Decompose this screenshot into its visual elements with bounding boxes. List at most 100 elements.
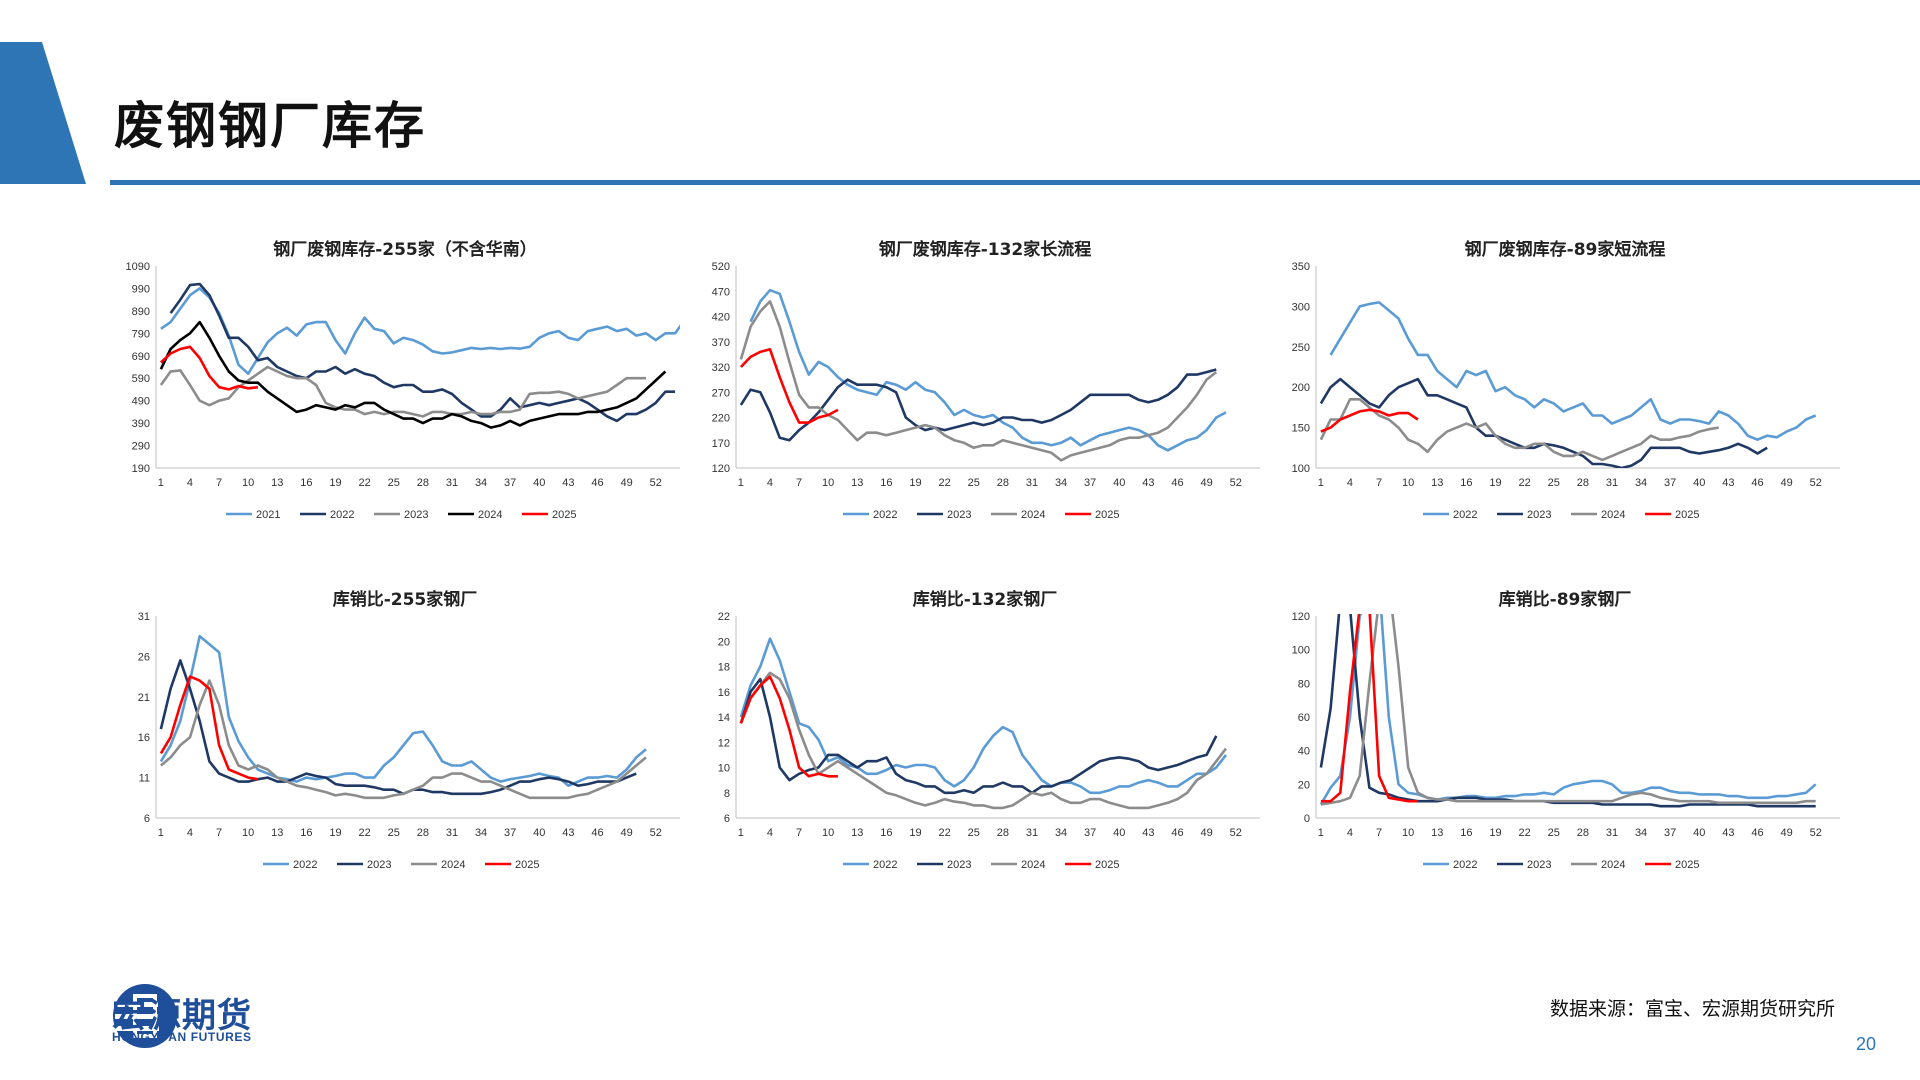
x-tick-label: 49 (621, 827, 633, 839)
x-tick-label: 25 (1548, 477, 1560, 489)
y-tick-label: 990 (132, 283, 150, 295)
x-tick-label: 16 (880, 477, 892, 489)
x-tick-label: 7 (216, 827, 222, 839)
y-tick-label: 10 (718, 763, 730, 775)
x-tick-label: 4 (187, 477, 193, 489)
legend-label: 2022 (873, 509, 897, 521)
x-tick-label: 22 (359, 477, 371, 489)
series-line-2024 (1319, 398, 1719, 462)
legend-label: 2025 (552, 509, 576, 521)
legend-label: 2022 (1453, 509, 1477, 521)
series-line-2025 (739, 348, 839, 424)
x-tick-label: 28 (1577, 477, 1589, 489)
y-tick-label: 20 (1298, 779, 1310, 791)
series-line-2025 (160, 345, 259, 391)
y-tick-label: 520 (712, 261, 730, 273)
legend-label: 2024 (1601, 509, 1625, 521)
y-tick-label: 0 (1304, 813, 1310, 825)
x-tick-label: 7 (1376, 827, 1382, 839)
legend-label: 2022 (1453, 859, 1477, 871)
y-tick-label: 590 (132, 373, 150, 385)
x-tick-label: 43 (1722, 477, 1734, 489)
x-tick-label: 49 (1201, 477, 1213, 489)
x-tick-label: 1 (1318, 827, 1324, 839)
chart-title: 钢厂废钢库存-132家长流程 (879, 239, 1092, 260)
y-tick-label: 220 (712, 413, 730, 425)
y-tick-label: 14 (718, 712, 730, 724)
series-line-2024 (1320, 614, 1816, 806)
series-line-2023 (1319, 614, 1816, 808)
x-tick-label: 52 (650, 477, 662, 489)
y-tick-label: 26 (138, 651, 150, 663)
series-line-2022 (749, 288, 1227, 452)
y-tick-label: 890 (132, 306, 150, 318)
x-tick-label: 19 (329, 827, 341, 839)
series-line-2022 (1319, 614, 1817, 806)
y-tick-label: 6 (724, 813, 730, 825)
x-tick-label: 13 (1431, 477, 1443, 489)
y-tick-label: 490 (132, 396, 150, 408)
x-tick-label: 49 (1781, 477, 1793, 489)
y-tick-label: 790 (132, 328, 150, 340)
x-tick-label: 49 (1781, 827, 1793, 839)
company-logo-text: 宏源期货 (112, 996, 252, 1036)
series-line-2022 (1329, 301, 1817, 441)
x-tick-label: 46 (1751, 827, 1763, 839)
series-line-2022 (159, 634, 647, 787)
x-tick-label: 16 (300, 477, 312, 489)
x-tick-label: 34 (1055, 827, 1067, 839)
y-tick-label: 690 (132, 351, 150, 363)
y-tick-label: 320 (712, 362, 730, 374)
x-tick-label: 13 (851, 827, 863, 839)
x-tick-label: 10 (1402, 477, 1414, 489)
y-tick-label: 100 (1292, 463, 1310, 475)
x-tick-label: 10 (242, 827, 254, 839)
x-tick-label: 4 (187, 827, 193, 839)
x-tick-label: 7 (1376, 477, 1382, 489)
x-tick-label: 31 (1026, 827, 1038, 839)
company-logo-english: HONGYUAN FUTURES (112, 1030, 252, 1044)
x-tick-label: 25 (968, 827, 980, 839)
x-tick-label: 28 (417, 477, 429, 489)
legend-label: 2024 (1601, 859, 1625, 871)
chart-title: 钢厂废钢库存-255家（不含华南） (273, 239, 537, 260)
x-tick-label: 4 (1347, 827, 1353, 839)
x-tick-label: 16 (880, 827, 892, 839)
x-tick-label: 1 (1318, 477, 1324, 489)
y-tick-label: 170 (712, 438, 730, 450)
legend-label: 2023 (947, 859, 971, 871)
series-line-2024 (160, 679, 647, 800)
page-number: 20 (1855, 1034, 1876, 1054)
y-tick-label: 390 (132, 418, 150, 430)
x-tick-label: 19 (909, 827, 921, 839)
legend-label: 2025 (515, 859, 539, 871)
x-tick-label: 1 (158, 827, 164, 839)
x-tick-label: 31 (446, 827, 458, 839)
x-tick-label: 46 (1171, 477, 1183, 489)
x-tick-label: 22 (1519, 827, 1531, 839)
x-tick-label: 40 (533, 477, 545, 489)
y-tick-label: 470 (712, 286, 730, 298)
y-tick-label: 22 (718, 611, 730, 623)
chart-title: 库销比-255家钢厂 (333, 589, 478, 610)
x-tick-label: 22 (359, 827, 371, 839)
x-tick-label: 40 (533, 827, 545, 839)
x-tick-label: 28 (997, 477, 1009, 489)
y-tick-label: 18 (718, 662, 730, 674)
x-tick-label: 40 (1113, 827, 1125, 839)
series-line-2022 (169, 282, 676, 423)
x-tick-label: 43 (1722, 827, 1734, 839)
x-tick-label: 16 (1460, 827, 1472, 839)
chart-stock-sales-ratio-255: 库销比-255家钢厂 6 11 16 21 26 31 1 4 7 10 13 16 19 22 25 28 31… (138, 589, 680, 871)
x-tick-label: 4 (1347, 477, 1353, 489)
x-tick-label: 7 (796, 827, 802, 839)
x-tick-label: 43 (1142, 477, 1154, 489)
y-tick-label: 31 (138, 611, 150, 623)
legend-label: 2022 (873, 859, 897, 871)
x-tick-label: 31 (446, 477, 458, 489)
y-tick-label: 250 (1292, 342, 1310, 354)
chart-scrap-inventory-255: 钢厂废钢库存-255家（不含华南） 190 290 390 490 590 690 790 89… (126, 239, 680, 521)
y-tick-label: 420 (712, 312, 730, 324)
series-line-2024 (739, 300, 1218, 462)
